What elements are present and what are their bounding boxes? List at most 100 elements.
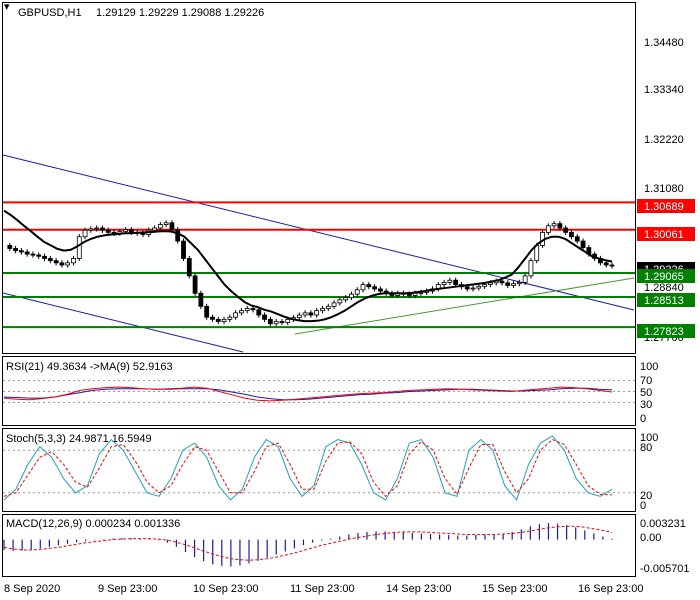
candle-body xyxy=(204,305,210,318)
candle-body xyxy=(354,289,360,295)
candle-body xyxy=(175,229,181,242)
level-tag: 1.30061 xyxy=(644,229,684,241)
rsi-tick: 50 xyxy=(640,387,652,399)
candle-body xyxy=(244,308,250,312)
trend-line xyxy=(294,277,635,335)
rsi-tick: 70 xyxy=(640,375,652,387)
candle-body xyxy=(372,286,377,290)
symbol-label: GBPUSD,H1 xyxy=(18,7,82,19)
candle-body xyxy=(42,255,47,259)
candle-body xyxy=(169,222,175,231)
candle-body xyxy=(30,253,36,256)
rsi-line xyxy=(3,386,613,402)
macd-tick: -0.005701 xyxy=(640,563,690,575)
candle-body xyxy=(285,318,291,323)
candle-body xyxy=(250,308,256,311)
candle-body xyxy=(609,264,615,267)
candle-body xyxy=(18,250,24,253)
candle-body xyxy=(13,248,18,252)
candle-body xyxy=(308,312,314,316)
level-tag-bg xyxy=(637,324,695,338)
rsi-label: RSI(21) 49.3634 ->MA(9) 52.9163 xyxy=(6,361,173,373)
candle-body xyxy=(516,281,522,285)
candle-body xyxy=(105,229,111,233)
candle-body xyxy=(111,231,117,234)
candle-body xyxy=(215,318,221,322)
time-tick: 14 Sep 23:00 xyxy=(386,583,451,595)
time-tick: 8 Sep 2020 xyxy=(4,583,60,595)
stoch-tick: 100 xyxy=(640,432,658,444)
candle-body xyxy=(163,222,169,225)
level-tag: 1.28513 xyxy=(644,295,684,307)
channel-upper-line xyxy=(2,154,635,311)
price-panel-triangle-icon: ▾ xyxy=(4,1,10,13)
candle-body xyxy=(267,318,273,325)
candle-body xyxy=(227,316,233,320)
rsi-ma-line xyxy=(3,387,613,401)
candle-body xyxy=(36,254,42,257)
macd-signal-line xyxy=(3,525,613,561)
candle-body xyxy=(59,262,65,266)
candle-body xyxy=(580,240,586,248)
time-tick: 11 Sep 23:00 xyxy=(290,583,355,595)
candle-body xyxy=(349,293,354,299)
candle-body xyxy=(569,231,574,238)
candle-body xyxy=(482,284,488,287)
stoch-k-line xyxy=(3,435,613,501)
candle-body xyxy=(65,262,71,266)
price-tick: 1.28840 xyxy=(644,282,684,294)
candle-body xyxy=(360,284,366,291)
candle-body xyxy=(511,283,516,286)
candle-body xyxy=(406,293,412,296)
rsi-axis: 100 70 50 30 0 xyxy=(640,361,658,425)
rsi-tick: 30 xyxy=(640,399,652,411)
candle-body xyxy=(320,308,325,312)
ohlc-label: 1.29129 1.29229 1.29088 1.29226 xyxy=(96,7,264,19)
candle-body xyxy=(210,316,215,320)
candle-body xyxy=(233,312,239,318)
candle-body xyxy=(94,227,100,230)
price-tick: 1.32220 xyxy=(644,134,684,146)
time-tick: 15 Sep 23:00 xyxy=(482,583,547,595)
candle-body xyxy=(412,292,418,296)
stoch-axis: 100 80 20 0 xyxy=(640,432,658,512)
candle-body xyxy=(331,302,337,307)
candle-body xyxy=(157,224,163,229)
candle-body xyxy=(476,285,482,289)
candle-body xyxy=(563,227,569,233)
candle-body xyxy=(464,286,470,290)
level-tag-bg xyxy=(637,293,695,307)
candle-body xyxy=(453,279,459,285)
candle-body xyxy=(343,297,349,301)
candle-body xyxy=(273,321,279,325)
channel-lower-line xyxy=(2,292,244,353)
candle-body xyxy=(603,262,609,266)
candle-body xyxy=(256,309,262,316)
candle-body xyxy=(128,229,134,233)
candle-body xyxy=(7,245,13,249)
time-tick: 16 Sep 23:00 xyxy=(578,583,643,595)
candle-body xyxy=(377,288,383,292)
candle-body xyxy=(192,275,198,294)
candle-body xyxy=(198,292,204,307)
candle-body xyxy=(528,260,534,277)
candle-body xyxy=(239,310,244,314)
stoch-tick: 20 xyxy=(640,490,652,502)
level-tag-bg xyxy=(637,199,695,213)
candle-body xyxy=(296,314,302,319)
candle-body xyxy=(470,287,476,290)
macd-panel[interactable] xyxy=(2,514,636,577)
price-tick: 1.33340 xyxy=(644,84,684,96)
time-tick: 10 Sep 23:00 xyxy=(193,583,258,595)
stoch-d-line xyxy=(3,438,613,498)
candle-body xyxy=(557,223,563,229)
price-tick: 1.31080 xyxy=(644,183,684,195)
candle-body xyxy=(53,260,59,264)
level-tag-bg xyxy=(637,269,695,283)
time-axis: 8 Sep 2020 9 Sep 23:00 10 Sep 23:00 11 S… xyxy=(4,583,643,595)
candle-body xyxy=(366,284,372,288)
stoch-tick: 80 xyxy=(640,442,652,454)
candle-body xyxy=(71,258,76,264)
candle-body xyxy=(325,305,331,309)
